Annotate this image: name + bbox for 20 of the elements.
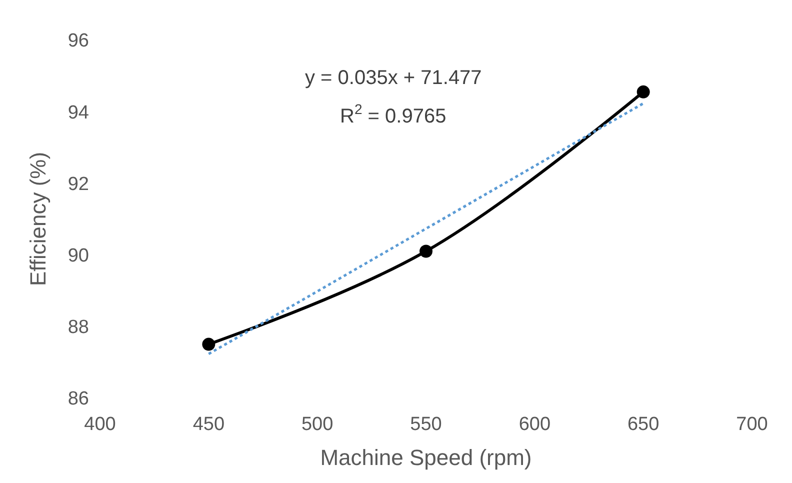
x-tick-label: 600 [518,414,551,435]
y-tick-label: 88 [68,317,89,338]
y-tick-label: 90 [68,245,89,266]
annotation: R$^{2}$ = 0.9765 [340,101,446,128]
x-tick-label: 700 [736,414,768,435]
x-tick-label: 500 [301,414,334,435]
x-axis-title: Machine Speed (rpm) [320,444,532,470]
x-tick-label: 650 [627,414,660,435]
annotation: y = 0.035x + 71.477 [305,67,482,89]
point [420,244,432,258]
y-tick-label: 92 [68,174,89,195]
point [636,85,650,98]
x-tick-label: 400 [84,414,116,435]
y-tick-label: 94 [68,102,90,124]
x-tick-label: 450 [192,414,225,435]
y-tick-label: 96 [68,30,89,52]
y-axis-title: Efficiency (%) [26,152,51,286]
y-tick-label: 86 [68,388,89,410]
x-tick-label: 550 [410,414,442,435]
point [202,338,216,351]
